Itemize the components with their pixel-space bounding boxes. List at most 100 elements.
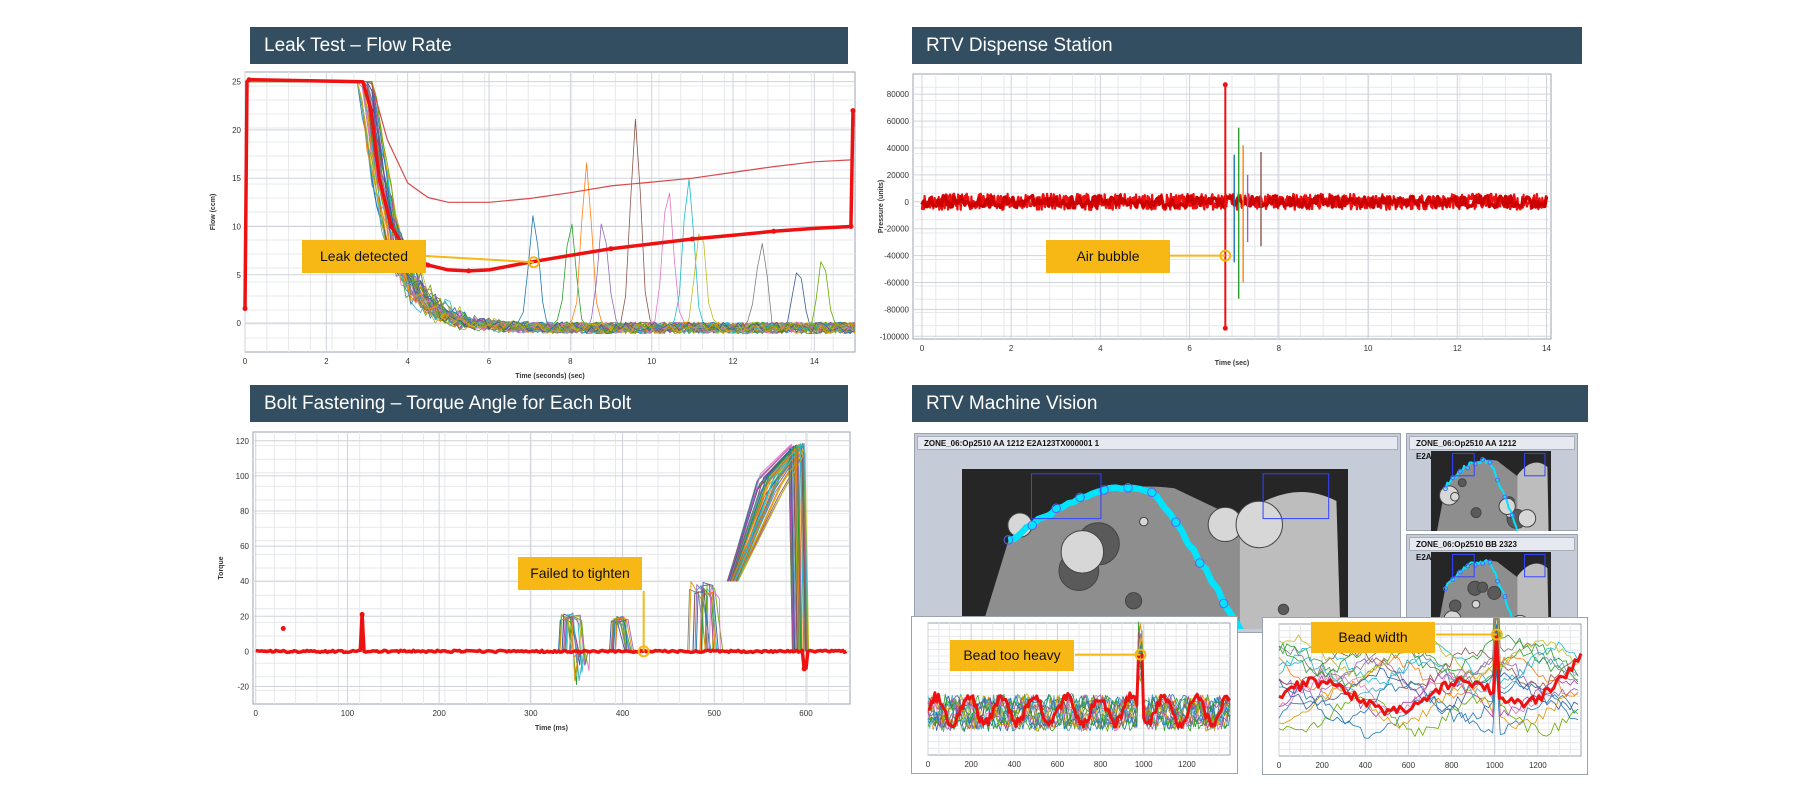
leak-y-axis-label: Flow (ccm) xyxy=(210,194,217,231)
bolt-ytick-label: 100 xyxy=(236,472,250,481)
bead-width-series-line xyxy=(1278,618,1579,700)
bolt-burst-line xyxy=(569,615,589,665)
rtv-xtick-label: 2 xyxy=(1009,344,1014,353)
thumb2-feature xyxy=(1476,581,1489,593)
thumbnail-image-2[interactable] xyxy=(1431,552,1551,632)
bead-heavy-xtick-label: 0 xyxy=(926,760,931,769)
bead-width-xtick-label: 200 xyxy=(1315,761,1329,770)
leak-highlight-point xyxy=(242,306,248,312)
leak-test-chart: 0 2 4 6 8 10 12 14 0 5 10 15 20 25 Time (seconds) (sec… xyxy=(210,71,856,380)
thumbnail-image-1[interactable] xyxy=(1431,451,1551,531)
bolt-ramp-line xyxy=(733,453,803,652)
main-inspection-point xyxy=(1003,535,1014,545)
thumb2-bead-trace xyxy=(1444,559,1519,632)
bead-heavy-xtick-label: 1000 xyxy=(1135,760,1153,769)
leak-ytick-label: 0 xyxy=(237,319,242,328)
bead-width-xtick-label: 600 xyxy=(1402,761,1416,770)
bolt-xtick-label: 200 xyxy=(432,709,446,718)
bead-width-xtick-label: 1200 xyxy=(1529,761,1547,770)
leak-xtick-label: 12 xyxy=(729,357,738,366)
thumb2-cover xyxy=(1517,563,1549,632)
thumb1-feature xyxy=(1450,491,1460,502)
leak-x-axis-label: Time (seconds) (sec) xyxy=(515,373,585,380)
thumbnail-tab-1[interactable]: ZONE_06:Op2510 AA 1212 E2A123TX000002 1 xyxy=(1409,436,1575,461)
leak-callout-marker xyxy=(527,256,540,269)
rtv-dispense-title: RTV Dispense Station xyxy=(912,27,1582,64)
bolt-xtick-label: 400 xyxy=(616,709,630,718)
bolt-ytick-label: 20 xyxy=(240,612,249,621)
leak-ytick-label: 25 xyxy=(232,78,241,87)
main-inspection-point xyxy=(1051,503,1061,514)
thumb2-inspection-point xyxy=(1480,561,1486,567)
air-bubble-callout: Air bubble xyxy=(1046,240,1170,273)
bolt-ytick-label: 60 xyxy=(240,542,249,551)
leak-ytick-label: 5 xyxy=(237,271,242,280)
bolt-ytick-label: 120 xyxy=(236,437,250,446)
bead-heavy-xtick-label: 800 xyxy=(1094,760,1108,769)
thumb1-bead-trace xyxy=(1444,458,1519,531)
thumb2-inspection-point xyxy=(1502,594,1508,600)
main-housing xyxy=(981,486,1271,629)
rtv-xtick-label: 12 xyxy=(1453,344,1462,353)
main-inspection-point xyxy=(1075,492,1085,503)
thumb2-inspection-point xyxy=(1494,578,1500,584)
bolt-burst-line xyxy=(565,616,585,673)
leak-xtick-label: 14 xyxy=(810,357,819,366)
thumb1-feature xyxy=(1457,478,1467,488)
rtv-xtick-label: 6 xyxy=(1187,344,1192,353)
leak-highlight-point xyxy=(388,223,394,229)
leak-xtick-label: 10 xyxy=(647,357,656,366)
main-bead-trace xyxy=(1007,484,1244,629)
leak-xtick-label: 8 xyxy=(568,357,573,366)
leak-highlight-point xyxy=(608,246,614,252)
main-inspection-point xyxy=(1027,520,1038,531)
bolt-ramp-line xyxy=(727,453,795,652)
bead-width-xtick-label: 0 xyxy=(1277,761,1282,770)
rtv-xtick-label: 8 xyxy=(1277,344,1282,353)
failed-to-tighten-callout: Failed to tighten xyxy=(518,557,642,590)
bead-width-callout-marker xyxy=(1490,628,1503,641)
rtv-y-axis-label: Pressure (units) xyxy=(878,180,885,233)
bead-heavy-xtick-label: 400 xyxy=(1008,760,1022,769)
rtv-ytick-label: 80000 xyxy=(887,90,910,99)
main-inspection-point xyxy=(1171,517,1181,527)
rtv-ytick-label: -40000 xyxy=(884,252,909,261)
thumb1-inspection-point xyxy=(1494,477,1500,483)
rtv-callout-marker xyxy=(1219,249,1232,262)
main-inspection-point xyxy=(1123,483,1133,493)
bolt-ramp-line xyxy=(728,448,796,652)
rtv-spike-top xyxy=(1222,82,1228,88)
machine-vision-viewer: ZONE_06:Op2510 AA 1212 E2A123TX000001 1 … xyxy=(912,431,1588,776)
bolt-xtick-label: 500 xyxy=(708,709,722,718)
thumb2-feature xyxy=(1449,599,1462,612)
main-feature xyxy=(1124,592,1143,610)
bead-heavy-xtick-label: 1200 xyxy=(1178,760,1196,769)
rtv-ytick-label: -60000 xyxy=(884,279,909,288)
main-roi-box xyxy=(1030,473,1102,520)
thumb1-roi-box xyxy=(1524,452,1546,477)
thumb2-inspection-point xyxy=(1457,569,1463,575)
thumb1-inspection-point xyxy=(1502,494,1508,500)
bead-heavy-series-line xyxy=(927,643,1231,732)
bolt-ytick-label: -20 xyxy=(237,682,249,691)
bolt-y-axis-label: Torque xyxy=(218,556,225,579)
main-feature xyxy=(1235,500,1283,549)
thumbnail-tab-2[interactable]: ZONE_06:Op2510 BB 2323 E2A123TX000045 1 xyxy=(1409,537,1575,562)
thumb1-inspection-point xyxy=(1487,459,1493,465)
rtv-x-axis-label: Time (sec) xyxy=(1215,360,1250,367)
bolt-burst-line xyxy=(565,613,585,682)
main-feature xyxy=(1139,516,1149,527)
rtv-ytick-label: 60000 xyxy=(887,117,910,126)
leak-highlight-series xyxy=(243,77,855,309)
thumb2-inspection-point xyxy=(1465,563,1471,569)
bead-width-series-line xyxy=(1278,618,1579,701)
leak-highlight-point xyxy=(466,268,472,274)
rtv-ytick-label: 40000 xyxy=(887,144,910,153)
leak-ytick-label: 15 xyxy=(232,174,241,183)
bolt-ramp-line xyxy=(731,448,801,652)
bolt-ytick-label: 80 xyxy=(240,507,249,516)
leak-highlight-point xyxy=(368,108,374,114)
bead-heavy-xtick-label: 600 xyxy=(1051,760,1065,769)
main-camera-tab[interactable]: ZONE_06:Op2510 AA 1212 E2A123TX000001 1 xyxy=(917,436,1398,450)
thumb1-feature xyxy=(1517,509,1537,528)
